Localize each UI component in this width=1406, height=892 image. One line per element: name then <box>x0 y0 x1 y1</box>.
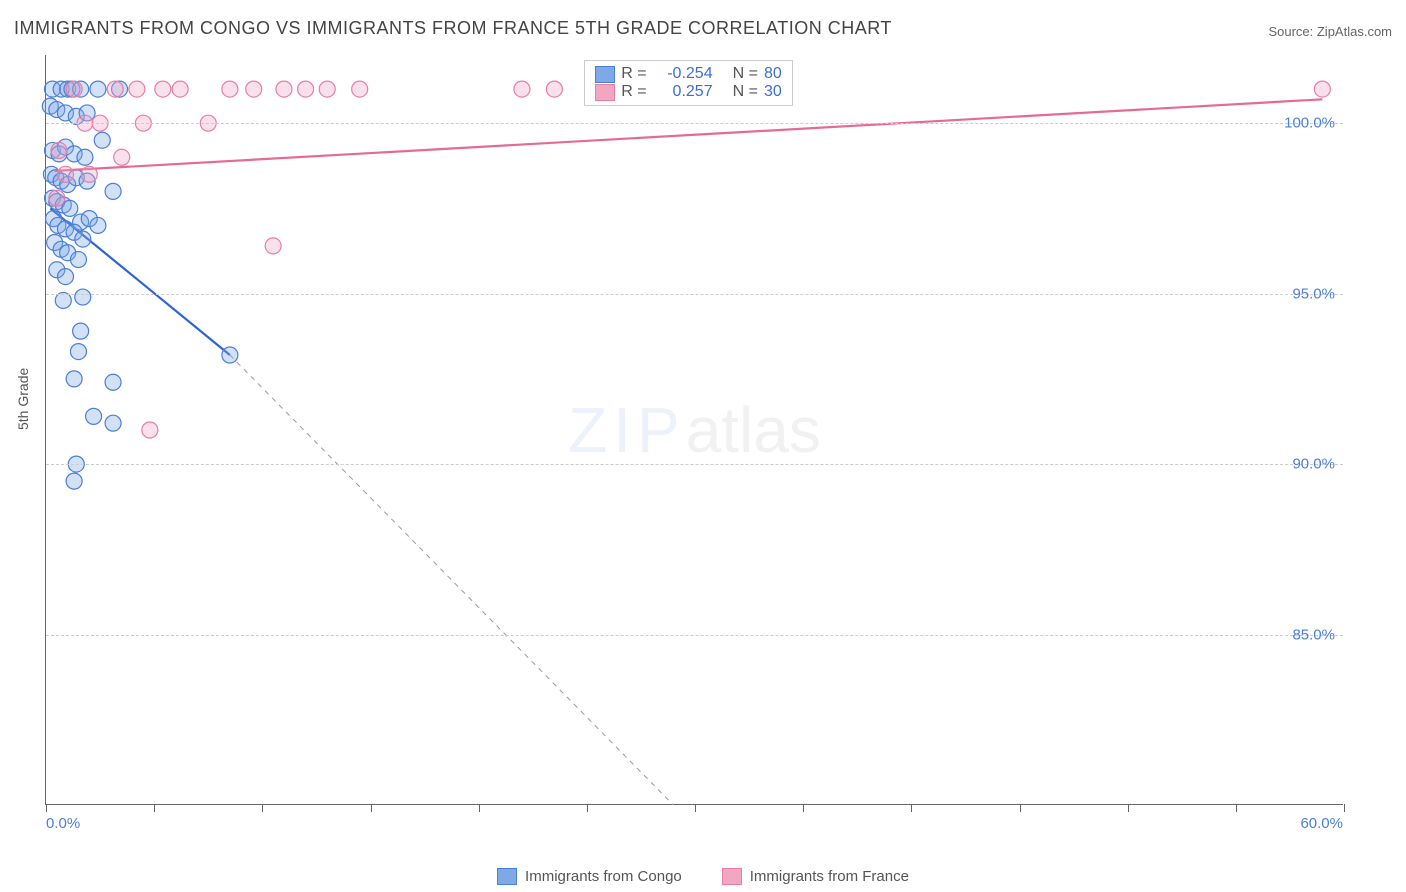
legend-item: Immigrants from France <box>722 868 909 885</box>
legend-n-value: 80 <box>764 65 782 83</box>
chart-title: IMMIGRANTS FROM CONGO VS IMMIGRANTS FROM… <box>14 18 892 39</box>
legend-n-value: 30 <box>764 83 782 101</box>
data-point <box>81 166 97 182</box>
data-point <box>276 81 292 97</box>
legend-swatch <box>722 868 742 885</box>
data-point <box>49 190 65 206</box>
data-point <box>86 408 102 424</box>
x-tick <box>479 804 480 812</box>
data-point <box>75 289 91 305</box>
series-legend: Immigrants from Congo Immigrants from Fra… <box>0 868 1406 885</box>
x-tick <box>803 804 804 812</box>
x-tick <box>911 804 912 812</box>
legend-item: Immigrants from Congo <box>497 868 682 885</box>
data-point <box>77 149 93 165</box>
data-point <box>222 347 238 363</box>
legend-n-label: N = <box>733 65 758 83</box>
chart-svg <box>46 55 1344 805</box>
y-tick-label: 90.0% <box>1292 456 1335 473</box>
data-point <box>1314 81 1330 97</box>
data-point <box>105 374 121 390</box>
data-point <box>70 252 86 268</box>
data-point <box>57 269 73 285</box>
legend-swatch <box>595 84 615 101</box>
legend-r-label: R = <box>621 83 646 101</box>
y-tick-label: 95.0% <box>1292 285 1335 302</box>
data-point <box>155 81 171 97</box>
legend-label: Immigrants from France <box>750 868 909 885</box>
data-point <box>142 422 158 438</box>
data-point <box>105 415 121 431</box>
data-point <box>62 200 78 216</box>
plot-area: ZIPatlas R =-0.254N =80R =0.257N =30 85.… <box>45 55 1343 805</box>
x-tick <box>371 804 372 812</box>
data-point <box>66 81 82 97</box>
x-tick <box>1236 804 1237 812</box>
x-tick <box>1020 804 1021 812</box>
data-point <box>90 81 106 97</box>
y-tick-label: 100.0% <box>1284 115 1335 132</box>
data-point <box>172 81 188 97</box>
gridline <box>46 635 1343 636</box>
data-point <box>546 81 562 97</box>
x-tick <box>1344 804 1345 812</box>
x-tick-label: 0.0% <box>46 815 80 832</box>
x-tick <box>262 804 263 812</box>
gridline <box>46 294 1343 295</box>
data-point <box>70 344 86 360</box>
legend-r-value: -0.254 <box>653 65 713 83</box>
gridline <box>46 464 1343 465</box>
data-point <box>66 473 82 489</box>
data-point <box>51 142 67 158</box>
data-point <box>246 81 262 97</box>
data-point <box>66 371 82 387</box>
data-point <box>352 81 368 97</box>
data-point <box>514 81 530 97</box>
data-point <box>73 323 89 339</box>
data-point <box>298 81 314 97</box>
data-point <box>55 292 71 308</box>
legend-n-label: N = <box>733 83 758 101</box>
y-axis-title: 5th Grade <box>15 368 31 430</box>
data-point <box>265 238 281 254</box>
data-point <box>129 81 145 97</box>
y-tick-label: 85.0% <box>1292 626 1335 643</box>
x-tick <box>695 804 696 812</box>
legend-label: Immigrants from Congo <box>525 868 682 885</box>
legend-r-label: R = <box>621 65 646 83</box>
data-point <box>107 81 123 97</box>
legend-row: R = -0.254 N = 80 <box>595 65 781 83</box>
trendline-extrapolated <box>230 355 673 805</box>
data-point <box>319 81 335 97</box>
chart-source: Source: ZipAtlas.com <box>1268 24 1392 39</box>
legend-swatch <box>497 868 517 885</box>
correlation-legend: R = -0.254 N = 80 R = 0.257 N = 30 <box>584 60 792 106</box>
x-tick <box>1128 804 1129 812</box>
gridline <box>46 123 1343 124</box>
x-tick <box>587 804 588 812</box>
data-point <box>94 132 110 148</box>
x-tick <box>46 804 47 812</box>
data-point <box>75 231 91 247</box>
legend-swatch <box>595 66 615 83</box>
data-point <box>222 81 238 97</box>
trendline <box>55 99 1323 171</box>
legend-r-value: 0.257 <box>653 83 713 101</box>
data-point <box>105 183 121 199</box>
data-point <box>57 166 73 182</box>
data-point <box>114 149 130 165</box>
data-point <box>90 217 106 233</box>
x-tick-label: 60.0% <box>1300 815 1343 832</box>
legend-row: R = 0.257 N = 30 <box>595 83 781 101</box>
x-tick <box>154 804 155 812</box>
